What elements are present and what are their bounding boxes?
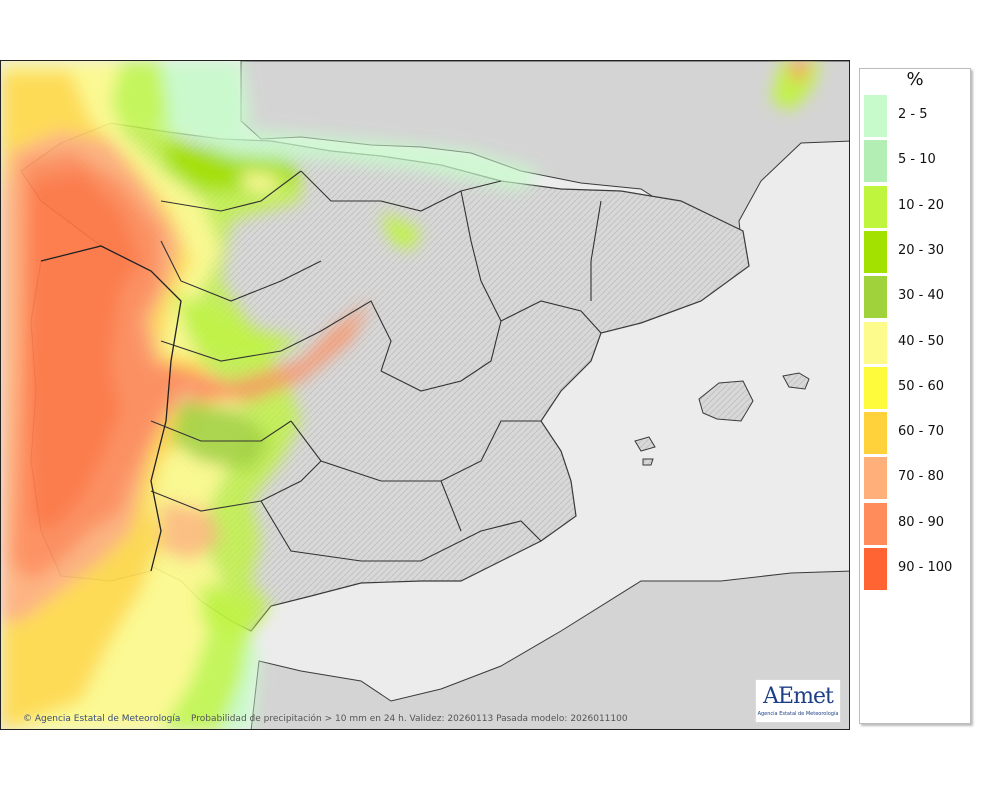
legend-item: 5 - 10 [864, 140, 968, 183]
legend-swatch [864, 366, 887, 409]
legend-swatch [864, 140, 887, 183]
legend-item: 40 - 50 [864, 321, 968, 364]
legend-item: 20 - 30 [864, 230, 968, 273]
legend-label: 80 - 90 [898, 514, 945, 530]
logo-text: AEmet [763, 684, 834, 709]
menorca-island [782, 372, 810, 390]
ibiza-island [634, 436, 656, 452]
legend-label: 90 - 100 [898, 560, 953, 575]
legend-item: 30 - 40 [864, 276, 968, 319]
legend-title: % [906, 69, 924, 90]
legend-swatch [864, 457, 887, 500]
legend-swatch [864, 502, 887, 545]
logo-subtitle: Agencia Estatal de Meteorología [757, 711, 839, 717]
legend-label: 30 - 40 [898, 288, 945, 304]
map-panel[interactable]: © Agencia Estatal de Meteorología Probab… [0, 60, 850, 730]
region-borders [150, 170, 602, 562]
legend-label: 60 - 70 [898, 424, 945, 440]
legend-swatch [864, 230, 887, 273]
aemet-logo: AEmet Agencia Estatal de Meteorología [755, 679, 841, 723]
portugal-border [40, 245, 182, 572]
legend-label: 20 - 30 [898, 242, 945, 258]
legend-item: 50 - 60 [864, 366, 968, 409]
mallorca-island [698, 380, 754, 422]
legend-item: 10 - 20 [864, 185, 968, 228]
legend-swatch [864, 185, 887, 228]
legend-swatch [864, 548, 887, 590]
legend-item: 80 - 90 [864, 502, 968, 545]
legend-label: 70 - 80 [898, 469, 945, 485]
legend: % 2 - 5 5 - 10 10 - 20 20 - 30 30 - 40 40 - 5… [859, 68, 971, 724]
legend-label: 50 - 60 [898, 378, 945, 394]
probability-field [1, 61, 821, 729]
legend-swatch [864, 321, 887, 364]
probability-map [1, 61, 849, 729]
legend-swatch [864, 412, 887, 455]
legend-item: 2 - 5 [864, 95, 968, 137]
map-caption: Probabilidad de precipitación > 10 mm en… [191, 714, 628, 724]
formentera-island [642, 458, 654, 466]
legend-label: 40 - 50 [898, 333, 945, 349]
legend-label: 5 - 10 [898, 152, 936, 168]
legend-item: 90 - 100 [864, 548, 968, 590]
legend-item: 70 - 80 [864, 457, 968, 500]
legend-swatch [864, 276, 887, 319]
africa-landmass [250, 570, 849, 729]
legend-label: 2 - 5 [898, 107, 928, 122]
legend-label: 10 - 20 [898, 197, 945, 213]
agency-credit: © Agencia Estatal de Meteorología [23, 714, 181, 724]
legend-swatch [864, 95, 887, 137]
legend-item: 60 - 70 [864, 412, 968, 455]
